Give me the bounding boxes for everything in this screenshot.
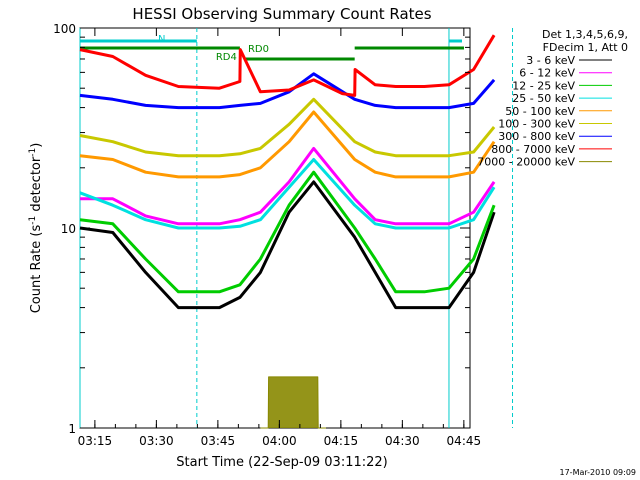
series-line-5 (79, 97, 496, 158)
y-tick-label-2: 100 (53, 22, 76, 36)
night-label: N (158, 34, 165, 45)
y-axis-label-main: Count Rate (s (29, 225, 44, 314)
series-line-4 (79, 110, 496, 179)
series-line-2 (79, 170, 496, 294)
y-axis-label-sup2: -1 (28, 148, 38, 157)
legend-label-6: 300 - 800 keV (498, 130, 575, 143)
x-tick-label-0: 03:15 (78, 434, 113, 448)
series-line-1 (80, 146, 496, 226)
y-tick-label-0: 1 (68, 422, 76, 436)
y-axis-label-mid: detector (29, 156, 44, 216)
legend-label-5: 100 - 300 keV (498, 118, 575, 131)
chart-title: HESSI Observing Summary Count Rates (132, 5, 431, 23)
x-tick-label-2: 03:45 (201, 434, 236, 448)
y-axis-label: Count Rate (s-1 detector-1) (28, 143, 44, 314)
y-axis-label-sup1: -1 (28, 216, 38, 225)
x-axis-label: Start Time (22-Sep-09 03:11:22) (176, 455, 387, 470)
legend-label-7: 800 - 7000 keV (491, 143, 575, 156)
x-tick-label-4: 04:15 (324, 434, 359, 448)
y-axis-label-close: ) (29, 143, 44, 148)
x-tick-label-1: 03:30 (139, 434, 174, 448)
series-line-6 (79, 72, 496, 110)
x-tick-label-3: 04:00 (262, 434, 297, 448)
legend-label-2: 12 - 25 keV (512, 79, 575, 92)
series-line-7 (79, 34, 496, 97)
legend-label-8: 7000 - 20000 keV (477, 156, 575, 169)
x-tick-label-5: 04:30 (385, 434, 420, 448)
y-tick-label-1: 10 (61, 222, 76, 236)
x-tick-label-6: 04:45 (447, 434, 482, 448)
series-line-0 (79, 180, 496, 310)
legend-label-0: 3 - 6 keV (526, 54, 575, 67)
series-line-8 (260, 376, 326, 429)
x-axis: 03:15 03:30 03:45 04:00 04:15 04:30 04:45 (78, 28, 482, 448)
legend-header-2: FDecim 1, Att 0 (543, 41, 628, 54)
legend-label-4: 50 - 100 keV (505, 105, 575, 118)
legend-label-3: 25 - 50 keV (512, 92, 575, 105)
footer-date: 17-Mar-2010 09:09 (560, 468, 637, 477)
legend-header-1: Det 1,3,4,5,6,9, (542, 28, 628, 41)
att-label-rd4: RD4 (216, 52, 237, 63)
legend: Det 1,3,4,5,6,9, FDecim 1, Att 0 3 - 6 k… (477, 28, 628, 169)
y-axis: 1 10 100 (53, 22, 470, 436)
legend-label-1: 6 - 12 keV (519, 67, 575, 80)
attenuator-bars: RD4 RD0 (80, 44, 464, 63)
series-line-3 (79, 158, 496, 230)
att-label-rd0: RD0 (248, 44, 269, 55)
series-group (79, 34, 496, 429)
